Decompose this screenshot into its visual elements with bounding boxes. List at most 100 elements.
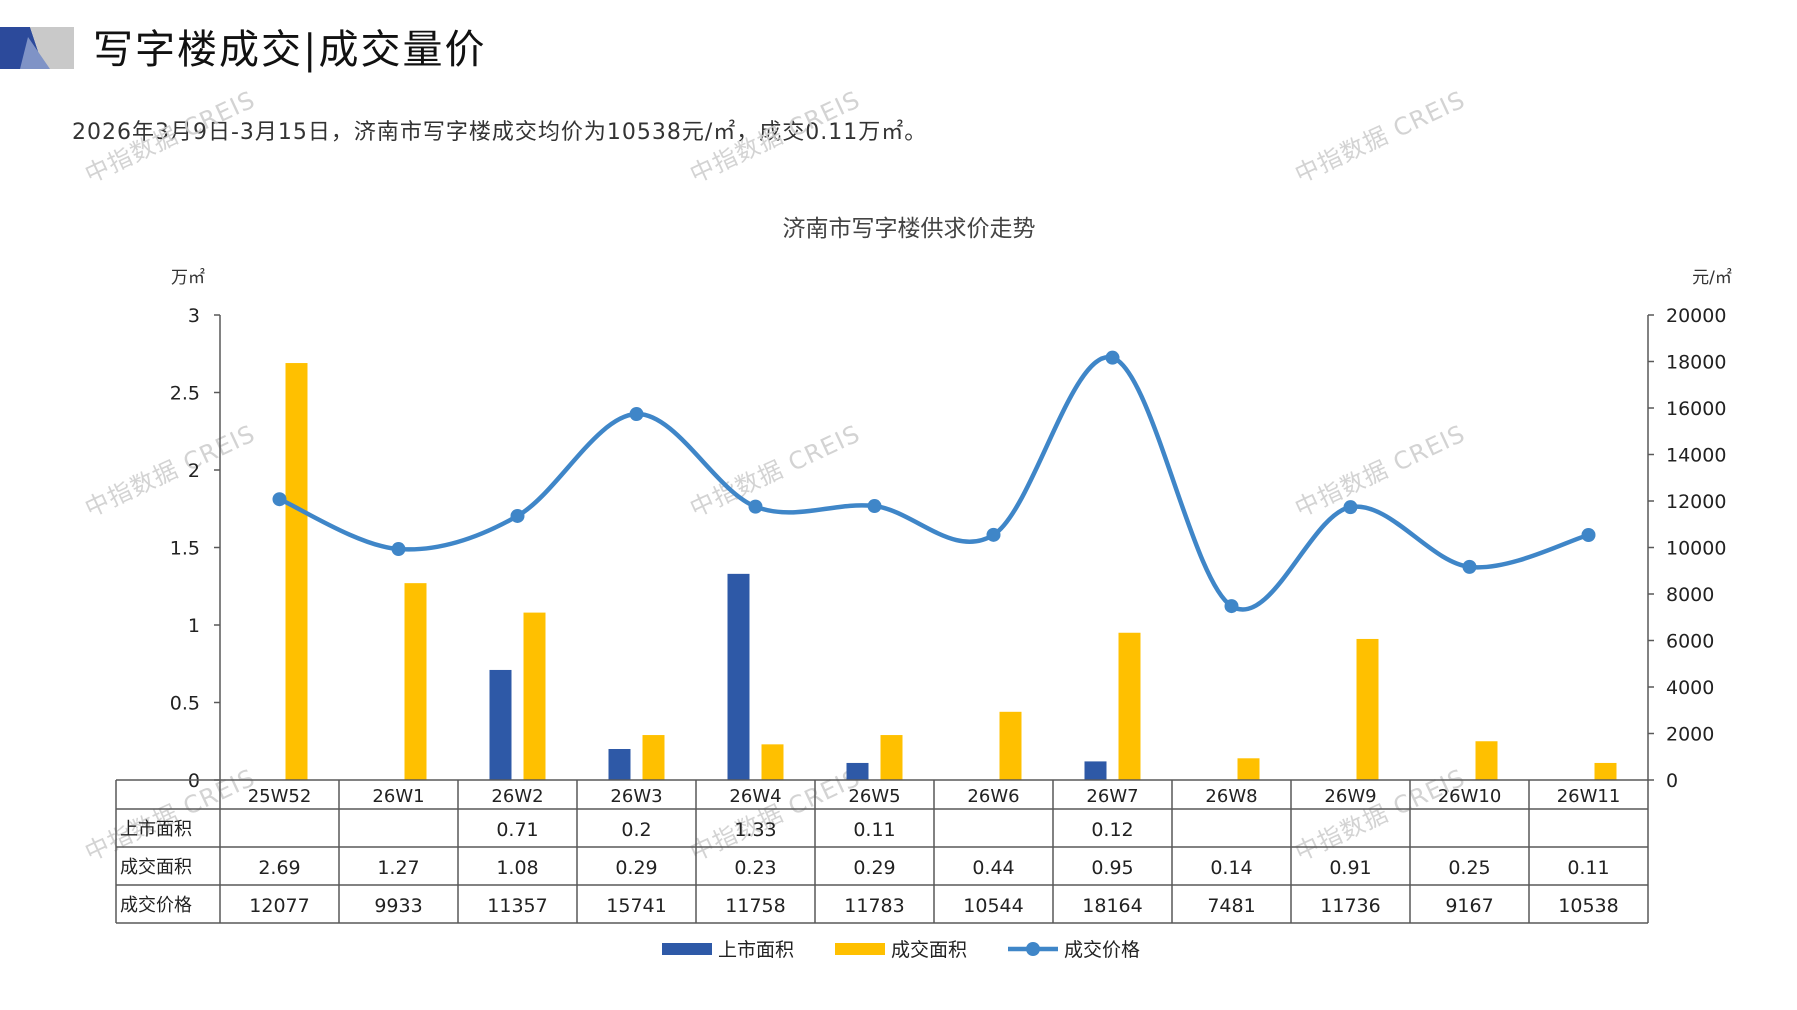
- price-point: [748, 499, 763, 514]
- deal-area-bar: [523, 612, 546, 780]
- table-cell-value: 0.2: [621, 819, 651, 841]
- left-tick-label: 0.5: [170, 693, 200, 715]
- supply-bar: [608, 749, 631, 780]
- table-cell-value: 0.29: [615, 857, 657, 879]
- deal-area-bar: [1356, 638, 1379, 780]
- right-tick-label: 16000: [1666, 398, 1726, 420]
- price-point: [867, 499, 882, 514]
- summary-text: 2026年3月9日-3月15日，济南市写字楼成交均价为10538元/㎡，成交0.…: [72, 120, 928, 145]
- table-cell-value: 10538: [1558, 895, 1618, 917]
- right-tick-label: 18000: [1666, 352, 1726, 374]
- table-cell-value: 11736: [1320, 895, 1380, 917]
- left-tick-label: 0: [188, 770, 200, 792]
- price-point: [510, 508, 525, 523]
- deal-area-bar: [1237, 758, 1260, 780]
- deal-area-bar: [880, 735, 903, 780]
- table-cell-value: 0.12: [1091, 819, 1133, 841]
- category-label: 26W9: [1324, 786, 1376, 807]
- table-cell-value: 0.23: [734, 857, 776, 879]
- chart-title: 济南市写字楼供求价走势: [783, 216, 1036, 242]
- deal-area-bar: [1118, 632, 1141, 780]
- table-cell-value: 0.29: [853, 857, 895, 879]
- price-point: [1581, 527, 1596, 542]
- category-label: 26W6: [967, 786, 1019, 807]
- table-cell-value: 11783: [844, 895, 904, 917]
- header-logo-icon: [0, 27, 74, 69]
- table-cell-value: 0.91: [1329, 857, 1371, 879]
- right-tick-label: 2000: [1666, 724, 1714, 746]
- table-cell-value: 18164: [1082, 895, 1142, 917]
- legend-label-deal-area: 成交面积: [891, 939, 967, 961]
- price-point: [1224, 599, 1239, 614]
- left-tick-label: 2.5: [170, 383, 200, 405]
- table-row-label: 成交价格: [120, 895, 192, 916]
- category-label: 26W5: [848, 786, 900, 807]
- table-cell-value: 9933: [374, 895, 422, 917]
- table-cell-value: 0.14: [1210, 857, 1252, 879]
- deal-area-bar: [404, 583, 427, 780]
- category-label: 26W10: [1438, 786, 1502, 807]
- category-label: 26W7: [1086, 786, 1138, 807]
- category-label: 26W3: [610, 786, 662, 807]
- price-point: [391, 542, 406, 557]
- left-tick-label: 3: [188, 305, 200, 327]
- supply-bar: [489, 669, 512, 780]
- legend-swatch-price-point: [1026, 942, 1040, 956]
- right-tick-label: 0: [1666, 770, 1678, 792]
- deal-area-bar: [761, 744, 784, 780]
- price-point: [272, 492, 287, 507]
- right-axis-unit: 元/㎡: [1692, 268, 1732, 288]
- table-cell-value: 1.27: [377, 857, 419, 879]
- table-cell-value: 11758: [725, 895, 785, 917]
- price-point: [1343, 500, 1358, 515]
- supply-bar: [1084, 761, 1107, 780]
- table-row-label: 成交面积: [120, 857, 192, 878]
- category-label: 26W4: [729, 786, 781, 807]
- table-cell-value: 0.44: [972, 857, 1014, 879]
- price-point: [986, 527, 1001, 542]
- table-cell-value: 2.69: [258, 857, 300, 879]
- supply-bar: [727, 573, 750, 780]
- left-axis-unit: 万㎡: [171, 268, 205, 288]
- legend-swatch-deal-area: [835, 943, 885, 955]
- price-point: [629, 407, 644, 422]
- price-point: [1462, 559, 1477, 574]
- price-point: [1105, 350, 1120, 365]
- deal-area-bar: [999, 711, 1022, 780]
- legend-label-price: 成交价格: [1064, 939, 1140, 961]
- table-cell-value: 1.33: [734, 819, 776, 841]
- deal-area-bar: [285, 363, 308, 780]
- right-tick-label: 6000: [1666, 631, 1714, 653]
- right-tick-label: 20000: [1666, 305, 1726, 327]
- table-cell-value: 7481: [1207, 895, 1255, 917]
- table-cell-value: 10544: [963, 895, 1023, 917]
- left-tick-label: 1: [188, 615, 200, 637]
- category-label: 25W52: [248, 786, 312, 807]
- right-tick-label: 12000: [1666, 491, 1726, 513]
- right-tick-label: 4000: [1666, 677, 1714, 699]
- table-cell-value: 0.71: [496, 819, 538, 841]
- left-tick-label: 1.5: [170, 538, 200, 560]
- table-cell-value: 12077: [249, 895, 309, 917]
- table-cell-value: 0.25: [1448, 857, 1490, 879]
- deal-area-bar: [1475, 741, 1498, 780]
- category-label: 26W1: [372, 786, 424, 807]
- category-label: 26W11: [1557, 786, 1621, 807]
- table-cell-value: 0.95: [1091, 857, 1133, 879]
- supply-bar: [846, 762, 869, 780]
- deal-area-bar: [1594, 762, 1617, 780]
- table-cell-value: 15741: [606, 895, 666, 917]
- deal-area-bar: [642, 735, 665, 780]
- legend-swatch-supply: [662, 943, 712, 955]
- price-line: [278, 355, 1590, 612]
- right-tick-label: 10000: [1666, 538, 1726, 560]
- left-tick-label: 2: [188, 460, 200, 482]
- category-label: 26W8: [1205, 786, 1257, 807]
- category-label: 26W2: [491, 786, 543, 807]
- right-tick-label: 14000: [1666, 445, 1726, 467]
- table-cell-value: 11357: [487, 895, 547, 917]
- table-cell-value: 1.08: [496, 857, 538, 879]
- table-cell-value: 9167: [1445, 895, 1493, 917]
- right-tick-label: 8000: [1666, 584, 1714, 606]
